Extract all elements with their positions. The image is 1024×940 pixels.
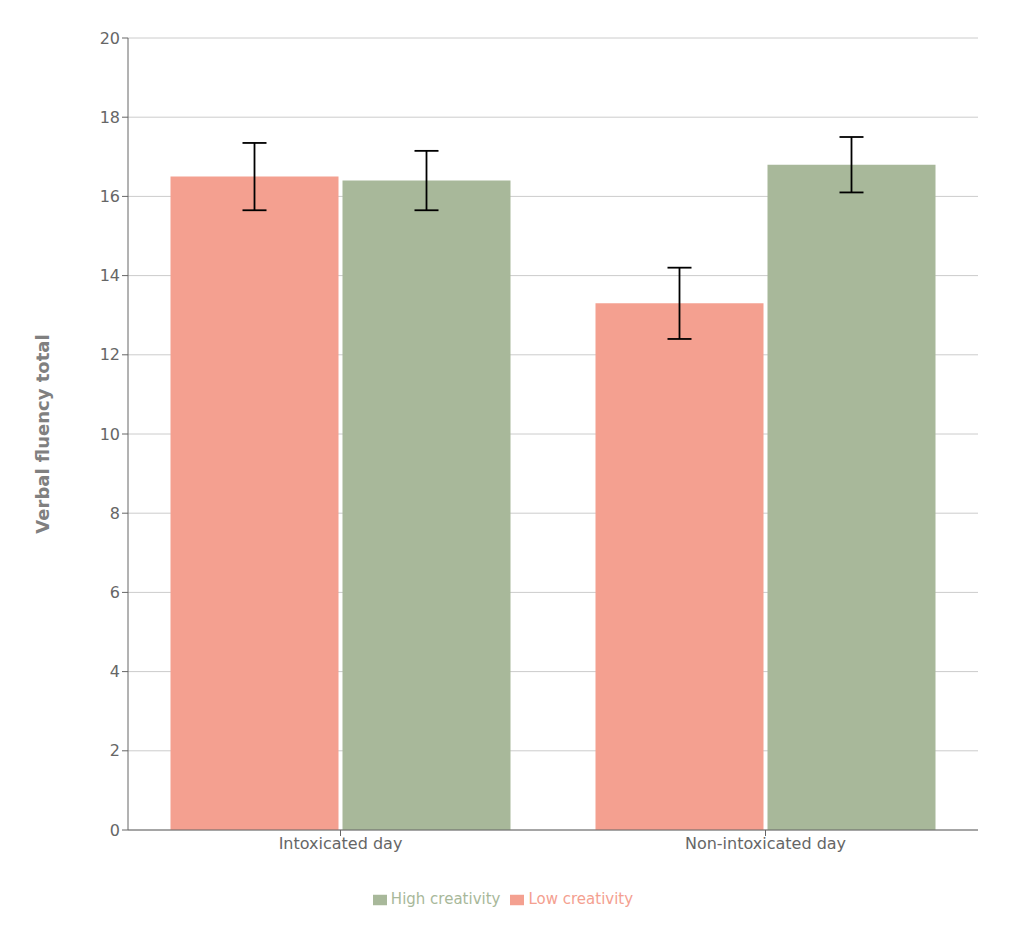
svg-text:18: 18 — [100, 108, 120, 127]
svg-text:20: 20 — [100, 29, 120, 48]
svg-text:6: 6 — [110, 583, 120, 602]
svg-text:14: 14 — [100, 266, 120, 285]
svg-text:Non-intoxicated day: Non-intoxicated day — [685, 834, 846, 853]
svg-text:Verbal fluency total: Verbal fluency total — [32, 334, 53, 533]
svg-text:12: 12 — [100, 345, 120, 364]
html-text:High creativity: High creativity — [390, 890, 501, 908]
svg-text:Intoxicated day: Intoxicated day — [279, 834, 403, 853]
svg-text:4: 4 — [110, 662, 120, 681]
svg-text:2: 2 — [110, 741, 120, 760]
svg-text:10: 10 — [100, 425, 120, 444]
svg-text:0: 0 — [110, 821, 120, 840]
svg-text:16: 16 — [100, 187, 120, 206]
svg-text:8: 8 — [110, 504, 120, 523]
html-text:Low creativity: Low creativity — [528, 890, 634, 908]
